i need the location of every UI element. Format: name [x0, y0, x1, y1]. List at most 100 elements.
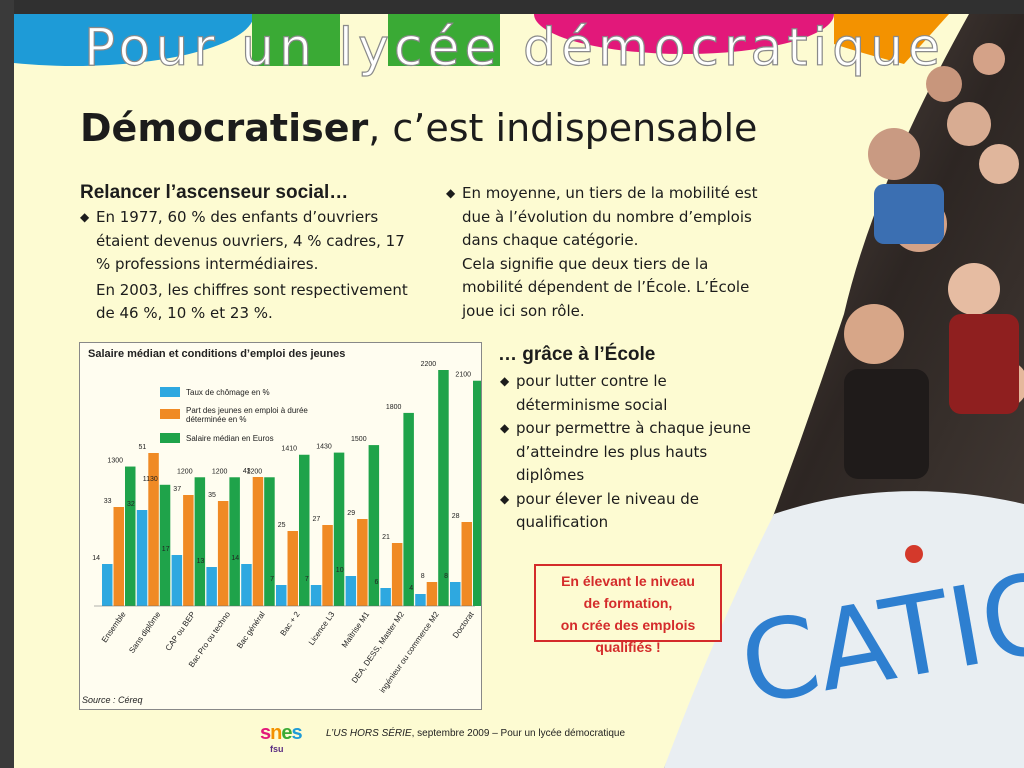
bar-0-9 [415, 594, 426, 606]
bar-label-2-0: 1300 [107, 458, 123, 465]
bar-1-7 [357, 519, 368, 606]
bar-label-2-3: 1200 [212, 468, 228, 475]
bar-label-0-7: 10 [336, 567, 344, 574]
bar-2-10 [473, 380, 481, 606]
bar-label-1-9: 8 [421, 573, 425, 580]
category-label-0: Ensemble [100, 610, 128, 645]
callout-line-1: En élevant le niveau [561, 573, 695, 589]
bar-0-1 [136, 510, 148, 606]
bar-label-2-4: 1200 [247, 468, 263, 475]
bar-label-2-1: 1130 [143, 476, 158, 483]
bar-label-1-2: 37 [173, 486, 181, 493]
legend-swatch-0 [160, 387, 180, 397]
bar-label-2-9: 2200 [421, 361, 437, 368]
bar-label-0-9: 4 [409, 585, 413, 592]
bar-1-8 [391, 543, 403, 606]
bar-1-10 [461, 522, 472, 606]
bar-0-10 [450, 582, 461, 606]
legend-label-0: Taux de chômage en % [186, 388, 270, 397]
ecole-heading: … grâce à l’École [498, 344, 656, 365]
bar-2-1 [159, 484, 171, 606]
footer-italic: L’US HORS SÉRIE [326, 728, 412, 739]
right-paragraph: Cela signifie que deux tiers de la mobil… [462, 254, 750, 320]
right-bullet: En moyenne, un tiers de la mobilité est … [446, 182, 766, 253]
bar-1-5 [287, 531, 298, 606]
bar-label-1-4: 43 [243, 468, 251, 475]
bar-2-6 [333, 452, 345, 606]
bar-chart: Taux de chômage en % Part des jeunes en e… [92, 361, 481, 693]
legend-label-2: Salaire médian en Euros [186, 434, 274, 443]
left-heading: Relancer l’ascenseur social… [80, 182, 349, 203]
document-page: Pour un lycée démocratique Démocratiser,… [14, 14, 1024, 768]
page-title: Démocratiser, c’est indispensable [80, 106, 757, 150]
bar-1-3 [217, 501, 229, 606]
bar-label-0-3: 13 [197, 558, 205, 565]
bar-label-0-6: 7 [305, 576, 309, 583]
bar-2-3 [229, 477, 240, 606]
snes-logo: snes [260, 722, 303, 744]
callout-line-4: qualifiés ! [595, 639, 661, 655]
title-rest: , c’est indispensable [368, 106, 758, 150]
bar-label-0-10: 8 [444, 573, 448, 580]
window-left-edge [0, 0, 14, 768]
bar-0-5 [276, 585, 287, 606]
fsu-logo-text: fsu [270, 744, 284, 754]
legend-swatch-2 [160, 433, 180, 443]
category-label-4: Bac général [235, 610, 267, 650]
bar-0-0 [102, 564, 113, 606]
bar-label-0-4: 14 [231, 555, 239, 562]
bar-label-0-0: 14 [92, 555, 100, 562]
bar-label-2-7: 1500 [351, 436, 367, 443]
callout-line-2: de formation, [583, 595, 673, 611]
callout-box: En élevant le niveau de formation, on cr… [534, 564, 722, 655]
bar-label-1-6: 27 [313, 516, 321, 523]
bar-0-4 [241, 564, 252, 606]
bar-0-8 [380, 588, 391, 606]
bar-label-1-0: 33 [104, 498, 112, 505]
ecole-bullet-1: pour lutter contre le déterminisme socia… [500, 370, 760, 417]
chart-source: Source : Céreq [82, 695, 143, 705]
callout-line-3: on crée des emplois [560, 617, 696, 633]
chart-title: Salaire médian et conditions d’emploi de… [88, 348, 346, 360]
banner-title: Pour un lycée démocratique [83, 17, 946, 78]
ecole-bullets: pour lutter contre le déterminisme socia… [500, 370, 760, 535]
bar-2-7 [368, 445, 380, 606]
bar-label-2-10: 2100 [455, 372, 471, 379]
category-label-10: Doctorat [451, 609, 476, 640]
right-text-block: En moyenne, un tiers de la mobilité est … [446, 182, 766, 323]
bar-label-0-5: 7 [270, 576, 274, 583]
bar-label-2-8: 1800 [386, 404, 402, 411]
bar-label-1-5: 25 [278, 522, 286, 529]
title-bold: Démocratiser [80, 106, 369, 150]
bar-0-7 [345, 576, 357, 606]
bar-1-4 [252, 477, 264, 606]
bar-1-0 [113, 507, 124, 606]
bar-label-1-7: 29 [347, 510, 355, 517]
chart-box: Salaire médian et conditions d’emploi de… [79, 342, 482, 710]
bar-label-0-1: 32 [127, 501, 135, 508]
category-label-1: Sans diplôme [127, 610, 162, 655]
bar-0-3 [206, 567, 217, 606]
window-top-edge [0, 0, 1024, 14]
footer-rest: , septembre 2009 – Pour un lycée démocra… [411, 728, 626, 739]
ecole-bullet-3: pour élever le niveau de qualification [500, 488, 760, 535]
bar-2-8 [403, 412, 414, 606]
bar-0-2 [171, 555, 183, 606]
bar-1-9 [426, 582, 438, 606]
category-label-7: Maîtrise M1 [340, 610, 372, 650]
bar-2-4 [264, 477, 275, 606]
bar-1-6 [322, 525, 333, 606]
legend-label-1: Part des jeunes en emploi à durée détermi… [186, 406, 308, 424]
bar-2-9 [438, 370, 449, 606]
bar-label-1-8: 21 [382, 534, 390, 541]
bar-0-6 [310, 585, 322, 606]
left-paragraph: En 2003, les chiffres sont respectivemen… [96, 280, 408, 323]
protest-photo: CATIO [664, 14, 1024, 768]
bar-label-1-3: 35 [208, 492, 216, 499]
category-label-5: Bac + 2 [279, 610, 302, 638]
bar-label-0-2: 17 [162, 546, 170, 553]
left-bullet: En 1977, 60 % des enfants d’ouvriers éta… [80, 206, 410, 277]
bar-label-2-5: 1410 [281, 446, 297, 453]
bar-1-1 [148, 453, 159, 606]
bar-label-1-10: 28 [452, 513, 460, 520]
